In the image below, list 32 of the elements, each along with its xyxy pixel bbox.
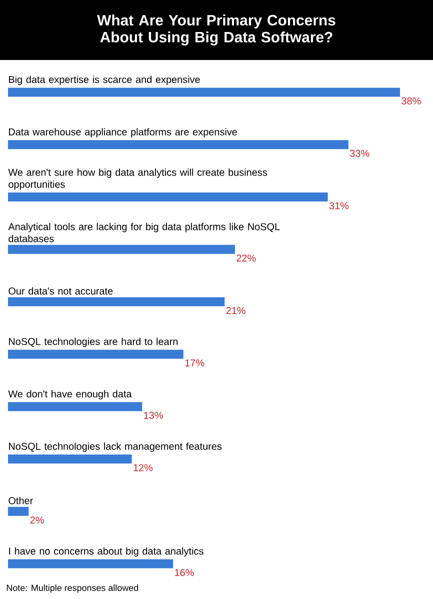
y-tick-label: Big data expertise is scarce and expensive	[9, 76, 200, 85]
data-label: 2%	[30, 516, 44, 524]
y-tick-label: Our data's not accurate	[8, 287, 113, 295]
y-tick-label: NoSQL technologies are hard to learn	[9, 338, 178, 347]
bar	[8, 297, 225, 306]
annotation: Note: Multiple responses allowed	[6, 584, 138, 593]
chart-title: What Are Your Primary Concerns About Using Big Data Software?	[97, 14, 336, 46]
bar	[8, 506, 29, 516]
y-tick-label: I have no concerns about big data analytics	[9, 547, 204, 557]
data-label: 16%	[175, 569, 194, 576]
data-label: 31%	[329, 202, 349, 210]
data-label: 17%	[185, 359, 204, 366]
bar	[8, 350, 184, 359]
bar	[8, 559, 174, 568]
data-label: 12%	[134, 464, 153, 472]
y-tick-label: We aren't sure how big data analytics will create business opportunities	[8, 168, 267, 190]
y-tick-label: Other	[8, 496, 33, 504]
y-tick-label: Data warehouse appliance platforms are expensive	[9, 128, 237, 138]
data-label: 21%	[226, 307, 246, 314]
data-label: 13%	[144, 412, 163, 419]
bar	[8, 402, 142, 412]
y-tick-label: NoSQL technologies lack management features	[9, 442, 222, 452]
bar	[8, 88, 400, 97]
y-tick-label: Analytical tools are lacking for big data platforms like NoSQL databases	[8, 222, 280, 242]
bar	[8, 244, 235, 254]
y-tick-label: We don't have enough data	[8, 390, 132, 400]
data-label: 22%	[236, 254, 256, 262]
data-label: 38%	[402, 97, 421, 104]
data-label: 33%	[350, 150, 370, 157]
bar	[8, 192, 328, 202]
bar	[8, 454, 132, 464]
bar	[8, 140, 348, 150]
